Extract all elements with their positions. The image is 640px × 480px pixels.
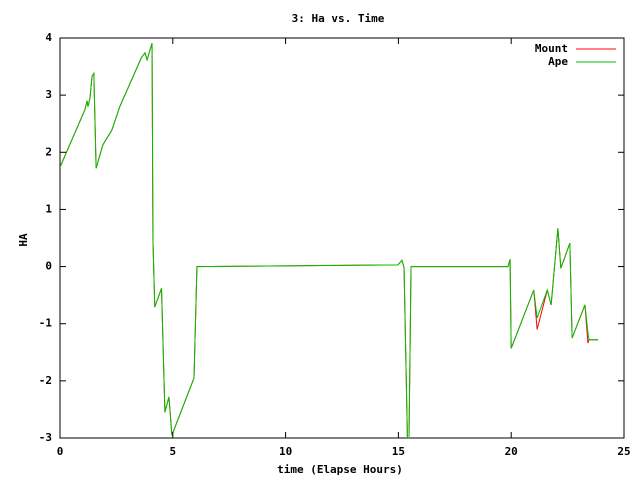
x-tick-label: 5: [169, 445, 176, 458]
x-tick-label: 20: [505, 445, 518, 458]
y-tick-label: 2: [45, 145, 52, 158]
y-tick-label: 3: [45, 88, 52, 101]
y-tick-label: -2: [39, 374, 52, 387]
legend-label: Mount: [535, 42, 568, 55]
x-axis-label: time (Elapse Hours): [277, 463, 403, 476]
x-tick-label: 25: [617, 445, 630, 458]
y-tick-label: -3: [39, 431, 52, 444]
x-tick-label: 10: [279, 445, 292, 458]
y-tick-label: 1: [45, 202, 52, 215]
chart-title: 3: Ha vs. Time: [292, 12, 385, 25]
y-axis-label: HA: [17, 233, 30, 247]
plot-border: [59, 37, 625, 439]
series-line: [60, 42, 599, 438]
y-tick-label: -1: [39, 317, 53, 330]
y-tick-label: 0: [45, 260, 52, 273]
legend-label: Ape: [548, 55, 568, 68]
series-line: [60, 42, 599, 438]
y-tick-label: 4: [45, 31, 52, 44]
plot-lines: [60, 42, 599, 438]
x-tick-label: 0: [57, 445, 64, 458]
x-tick-label: 15: [392, 445, 405, 458]
